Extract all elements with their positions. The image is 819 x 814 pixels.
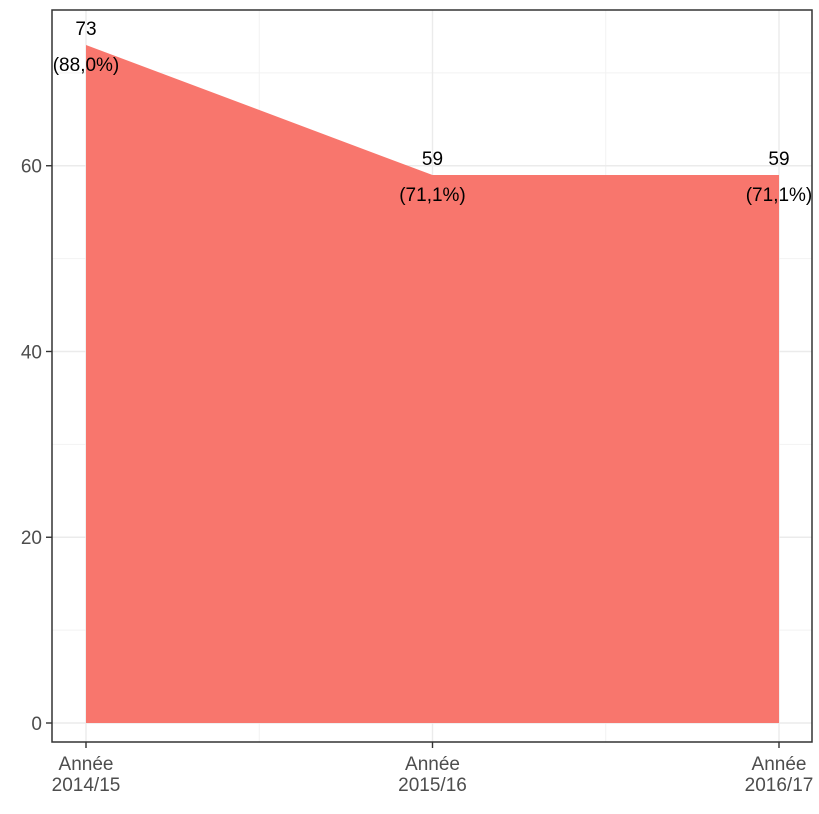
y-tick-label: 0 [31,714,42,735]
data-label-count: 59 [768,149,789,170]
data-label-count: 59 [422,149,443,170]
axes: 0 20 40 60 Année 2014/15 Année 2015/16 Année 2016… [21,157,813,796]
data-label-count: 73 [75,19,96,40]
y-tick-label: 60 [21,157,42,178]
x-tick-label: Année 2015/16 [398,754,467,796]
x-tick-label: Année 2016/17 [745,754,814,796]
data-labels: 73 (88,0%) 59 (71,1%) 59 (71,1%) [53,19,813,206]
data-label-percent: (71,1%) [399,185,466,206]
y-tick-label: 40 [21,342,42,363]
data-label-percent: (71,1%) [746,185,813,206]
area-layer [86,45,779,723]
x-tick-label: Année 2014/15 [52,754,121,796]
y-tick-label: 20 [21,528,42,549]
data-label-percent: (88,0%) [53,55,120,76]
panel-border [51,9,813,743]
area-series [86,45,779,723]
